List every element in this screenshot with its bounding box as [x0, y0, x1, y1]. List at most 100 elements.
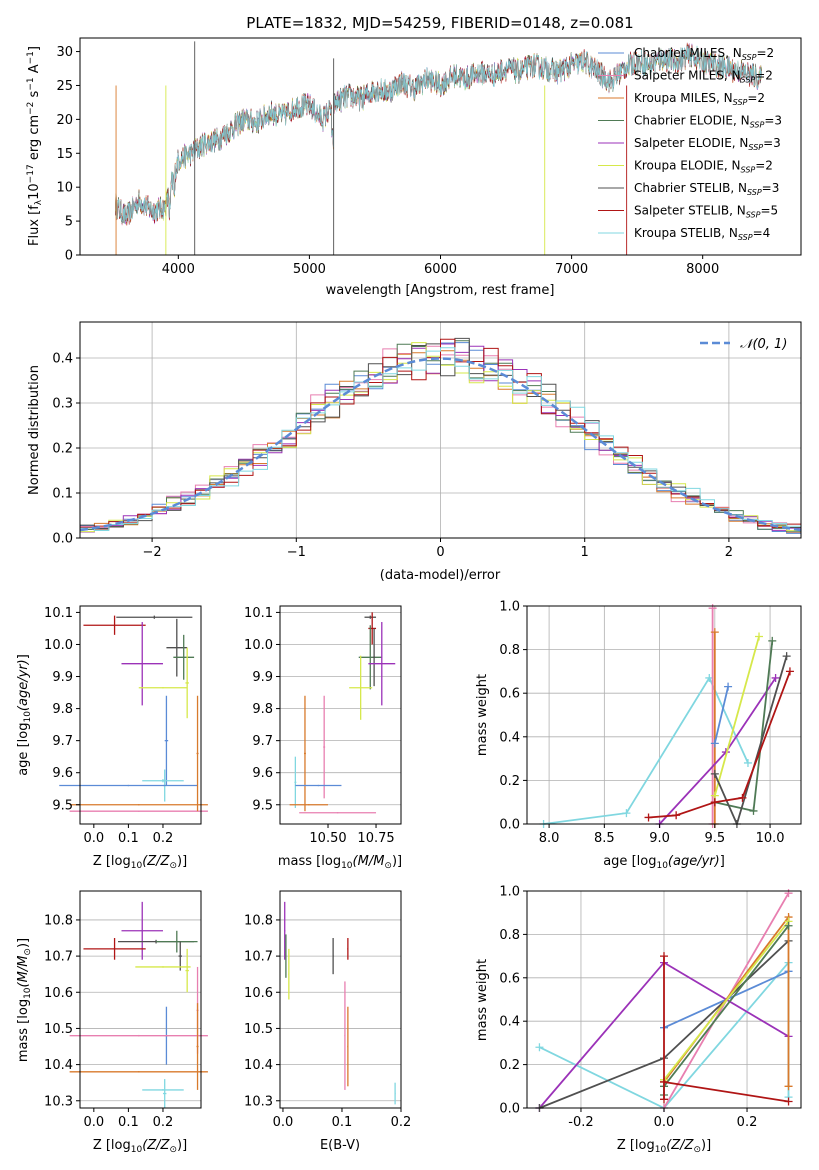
y-tick-label: 0.4 — [52, 352, 73, 367]
y-tick-label: 10.5 — [44, 1022, 73, 1037]
x-tick-label: 0.2 — [391, 1115, 412, 1130]
residual-histogram-panel: −2 −1 0 1 2 0.0 0.1 0.2 0.3 0.4 𝒩(0, 1) (data-mod… — [27, 321, 802, 583]
age-vs-metallicity-ylabel: age [log10(age/yr)] — [16, 654, 33, 776]
legend-label: Salpeter STELIB, NSSP=5 — [634, 204, 778, 220]
x-tick-label: 0.0 — [83, 831, 104, 846]
weight-marker — [743, 758, 752, 767]
y-tick-label: 0.6 — [499, 971, 520, 986]
y-tick-label: 10.6 — [244, 986, 273, 1001]
y-tick-label: 0.0 — [499, 818, 520, 833]
age-vs-mass-errorbars — [289, 612, 396, 814]
y-tick-label: 10.7 — [44, 950, 73, 965]
weight-marker — [785, 667, 794, 676]
y-tick-label: 10.6 — [44, 986, 73, 1001]
mass-vs-metallicity-xlabel: Z [log10(Z/Z⊙)] — [93, 1138, 187, 1155]
mass-vs-extinction-frame — [279, 890, 402, 1109]
x-tick-label: -0.2 — [568, 1115, 593, 1130]
weight-marker — [784, 1082, 793, 1091]
weight-marker — [784, 1097, 793, 1106]
weight-marker — [708, 604, 717, 613]
x-tick-label: 0.0 — [654, 1115, 675, 1130]
x-tick-label: 0.1 — [332, 1115, 353, 1130]
mass-vs-extinction-xlabel: E(B-V) — [320, 1138, 360, 1153]
weight-marker — [749, 806, 758, 815]
y-tick-label: 15 — [56, 147, 73, 162]
mass-vs-metallicity-ticks: 0.0 0.1 0.2 10.3 10.4 10.5 10.6 10.7 10.8 — [44, 913, 173, 1130]
mass-vs-metallicity-ylabel: mass [log10(M/M⊙)] — [16, 938, 33, 1062]
weight-line-kroupa-stelib — [543, 675, 749, 825]
age-vs-metallicity-xlabel: Z [log10(Z/Z⊙)] — [93, 854, 187, 871]
mass-vs-extinction-ticks: 0.0 0.1 0.2 10.3 10.4 10.5 10.6 10.7 10.8 — [244, 913, 411, 1130]
weight-marker — [784, 921, 793, 930]
mass-vs-extinction-panel: 0.0 0.1 0.2 10.3 10.4 10.5 10.6 10.7 10.8 E(B-V) — [244, 890, 411, 1153]
age-vs-mass-grid — [280, 612, 401, 806]
weight-marker — [660, 1095, 668, 1104]
histogram-series — [80, 337, 801, 534]
weight-line-kroupa-elodie — [713, 636, 760, 796]
weight-line-salpeter-stelib — [663, 1081, 789, 1103]
x-tick-label: 9.0 — [649, 831, 670, 846]
x-tick-label: 8.0 — [539, 831, 560, 846]
age-vs-metallicity-errorbars — [59, 615, 208, 812]
weight-marker — [672, 811, 681, 820]
x-tick-label: 8000 — [686, 262, 719, 277]
y-tick-label: 10.1 — [44, 606, 73, 621]
y-tick-label: 0.1 — [52, 487, 73, 502]
age-vs-metallicity-ticks: 0.0 0.1 0.2 9.5 9.6 9.7 9.8 9.9 10.0 10.1 — [44, 606, 173, 846]
legend-label: Chabrier STELIB, NSSP=3 — [634, 181, 779, 197]
spectrum-line-kroupa-stelib — [115, 45, 762, 225]
weight-vs-age-panel: 8.0 8.5 9.0 9.5 10.0 0.0 0.2 0.4 0.6 0.8 1.0 age [… — [475, 600, 802, 871]
y-tick-label: 0.4 — [499, 1015, 520, 1030]
y-tick-label: 0.4 — [499, 730, 520, 745]
weight-marker — [755, 632, 764, 641]
x-tick-label: −1 — [287, 545, 306, 560]
weight-vs-metallicity-ylabel: mass weight — [475, 959, 490, 1041]
weight-vs-metallicity-ticks: -0.2 0.0 0.2 0.0 0.2 0.4 0.6 0.8 1.0 — [499, 885, 757, 1131]
x-tick-label: 0.1 — [118, 831, 139, 846]
x-tick-label: −2 — [143, 545, 162, 560]
legend-label: Kroupa STELIB, NSSP=4 — [634, 226, 770, 242]
legend-label: Kroupa MILES, NSSP=2 — [634, 91, 765, 107]
weight-vs-age-ticks: 8.0 8.5 9.0 9.5 10.0 0.0 0.2 0.4 0.6 0.8 1.0 — [499, 600, 784, 847]
y-tick-label: 0.0 — [52, 532, 73, 547]
mass-vs-metallicity-errorbars — [69, 901, 208, 1108]
y-tick-label: 9.7 — [252, 734, 273, 749]
spectrum-legend: Chabrier MILES, NSSP=2 Salpeter MILES, NS… — [598, 46, 782, 242]
y-tick-label: 25 — [56, 79, 73, 94]
y-tick-label: 10.1 — [244, 606, 273, 621]
weight-vs-age-series — [539, 604, 794, 828]
x-tick-label: 4000 — [162, 262, 195, 277]
age-vs-mass-xlabel: mass [log10(M/M⊙)] — [278, 854, 402, 871]
y-tick-label: 9.9 — [52, 670, 73, 685]
x-tick-label: 0.1 — [118, 1115, 139, 1130]
y-tick-label: 0.0 — [499, 1102, 520, 1117]
weight-line-chabrier-elodie — [663, 925, 790, 1095]
x-tick-label: 10.50 — [309, 831, 346, 846]
y-tick-label: 1.0 — [499, 885, 520, 900]
legend-label: Chabrier MILES, NSSP=2 — [634, 46, 774, 62]
legend-label: Chabrier ELODIE, NSSP=3 — [634, 114, 782, 130]
y-tick-label: 9.6 — [252, 766, 273, 781]
y-tick-label: 9.7 — [52, 734, 73, 749]
weight-vs-age-ylabel: mass weight — [475, 674, 490, 756]
histogram-kroupa-stelib — [80, 347, 801, 531]
x-tick-label: 0.0 — [83, 1115, 104, 1130]
x-tick-label: 6000 — [424, 262, 457, 277]
weight-marker — [738, 793, 747, 802]
weight-vs-age-grid — [527, 605, 801, 825]
x-tick-label: 7000 — [555, 262, 588, 277]
weight-marker — [710, 739, 719, 748]
y-tick-label: 10.8 — [44, 913, 73, 928]
x-tick-label: 2 — [725, 545, 733, 560]
weight-line-kroupa-elodie — [663, 920, 790, 1081]
x-tick-label: 1 — [581, 545, 589, 560]
age-vs-metallicity-panel: 0.0 0.1 0.2 9.5 9.6 9.7 9.8 9.9 10.0 10.1 Z [log1… — [16, 605, 208, 871]
y-tick-label: 10.4 — [44, 1058, 73, 1073]
spectrum-xlabel: wavelength [Angstrom, rest frame] — [326, 283, 555, 298]
weight-marker — [784, 889, 793, 898]
y-tick-label: 10.4 — [244, 1058, 273, 1073]
y-tick-label: 10.3 — [44, 1094, 73, 1109]
y-tick-label: 10.0 — [244, 638, 273, 653]
x-tick-label: 5000 — [293, 262, 326, 277]
weight-marker — [724, 682, 733, 691]
